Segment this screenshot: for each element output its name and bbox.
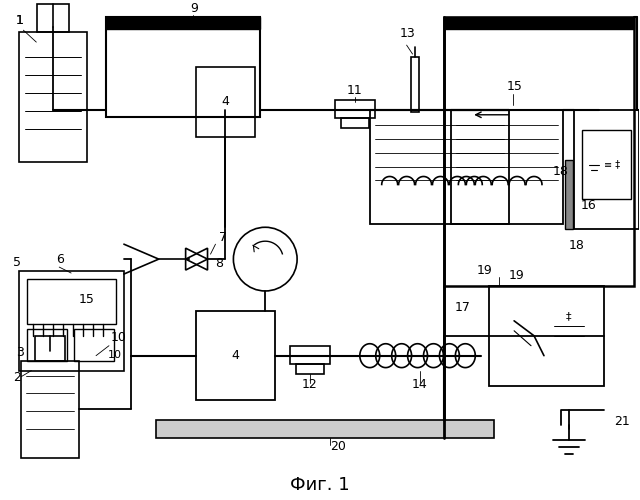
Text: 17: 17 [454, 301, 470, 314]
Text: 5: 5 [13, 256, 21, 269]
Bar [582, 130, 630, 200]
Text: 8: 8 [216, 257, 223, 270]
Text: 18: 18 [553, 164, 569, 177]
Text: ‡: ‡ [566, 311, 572, 321]
Text: ≡ ‡: ≡ ‡ [604, 160, 620, 170]
Bar [21, 360, 79, 458]
Bar [370, 110, 509, 224]
Bar [106, 17, 260, 29]
Text: 1: 1 [15, 14, 23, 27]
Text: 11: 11 [347, 84, 363, 97]
Bar [451, 110, 563, 224]
Bar [296, 364, 324, 374]
Text: 10: 10 [108, 350, 122, 360]
Text: 19: 19 [476, 264, 492, 277]
Text: 15: 15 [507, 80, 523, 93]
Text: 15: 15 [79, 293, 95, 306]
Text: 18: 18 [569, 239, 585, 252]
Text: 7: 7 [220, 231, 227, 244]
Bar [28, 329, 67, 360]
Text: 19: 19 [509, 269, 525, 282]
Bar [35, 336, 65, 360]
Bar [565, 160, 573, 230]
Text: 13: 13 [399, 27, 415, 40]
Text: Фиг. 1: Фиг. 1 [290, 476, 350, 494]
Bar [156, 420, 494, 438]
Bar [28, 279, 116, 324]
Bar [341, 118, 369, 128]
Bar [290, 346, 330, 364]
Text: 9: 9 [191, 2, 198, 16]
Bar [196, 67, 255, 136]
Bar [444, 17, 634, 286]
Text: 16: 16 [580, 200, 596, 212]
Bar [196, 311, 275, 400]
Text: 6: 6 [56, 253, 64, 266]
Text: 3: 3 [17, 346, 24, 358]
Text: 10: 10 [111, 330, 127, 344]
Bar [19, 271, 124, 370]
Bar [444, 17, 634, 29]
Bar [37, 4, 69, 32]
Bar [74, 329, 114, 360]
Text: 2: 2 [13, 370, 21, 384]
Text: 12: 12 [302, 378, 318, 390]
Bar [19, 32, 87, 162]
Bar [335, 100, 375, 118]
Bar [489, 286, 604, 386]
Text: 21: 21 [614, 416, 629, 428]
Bar [106, 17, 260, 117]
Text: 4: 4 [232, 349, 239, 362]
Bar [574, 110, 639, 230]
Bar [411, 57, 419, 112]
Text: 1: 1 [15, 14, 23, 27]
Text: 20: 20 [330, 440, 346, 453]
Text: 4: 4 [221, 96, 229, 108]
Text: 14: 14 [412, 378, 428, 390]
